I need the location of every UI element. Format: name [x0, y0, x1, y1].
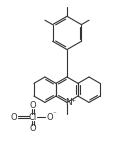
Text: O: O: [29, 101, 36, 110]
Text: ⁻: ⁻: [52, 111, 56, 117]
Text: O: O: [29, 124, 36, 133]
Text: O: O: [11, 113, 17, 122]
Text: +: +: [70, 98, 75, 103]
Text: Cl: Cl: [29, 113, 37, 122]
Text: O: O: [46, 113, 53, 122]
Text: N: N: [65, 98, 72, 107]
